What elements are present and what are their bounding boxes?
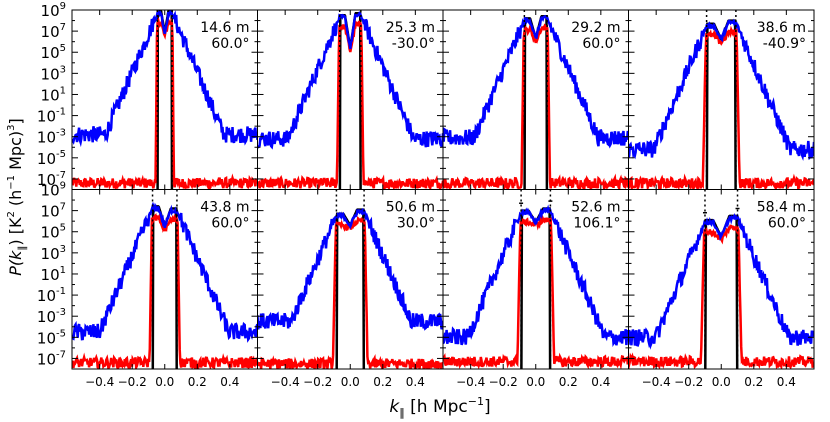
x-tick-label: 0.0 <box>526 375 545 389</box>
series-line-blue <box>72 201 258 343</box>
panel-baseline-label: 50.6 m <box>386 200 435 216</box>
panel: 43.8 m60.0° <box>71 189 258 370</box>
y-tick-labels: 10910710510310110-110-310-510-7109107105… <box>37 1 66 368</box>
x-tick-label: 0.0 <box>341 375 360 389</box>
y-tick-label: 10-1 <box>37 286 66 305</box>
y-tick-label: 101 <box>41 265 66 284</box>
panel-plot-area <box>72 10 258 190</box>
panel-plot-area <box>443 189 629 369</box>
x-tick-label: 0.0 <box>712 375 731 389</box>
panel-baseline-label: 43.8 m <box>200 200 249 216</box>
series-line-red <box>443 22 629 190</box>
panel-plot-area <box>443 10 629 190</box>
series-line-red <box>257 215 443 369</box>
panel: 25.3 m-30.0° <box>257 9 444 190</box>
series-line-red <box>628 224 814 369</box>
x-tick-label: 0.4 <box>777 375 796 389</box>
panel-grid: 14.6 m60.0°25.3 m-30.0°29.2 m60.0°38.6 m… <box>71 9 815 370</box>
x-tick-label: 0.4 <box>406 375 425 389</box>
series-line-blue <box>443 14 629 149</box>
x-tick-label: −0.4 <box>271 375 300 389</box>
x-tick-label: 0.2 <box>373 375 392 389</box>
panel-plot-area <box>257 10 443 190</box>
y-tick-label: 10-7 <box>37 349 66 368</box>
panel-plot-area <box>628 189 814 369</box>
panel-baseline-label: 58.4 m <box>757 200 806 216</box>
series-line-black <box>335 208 366 369</box>
series-line-black <box>705 19 737 190</box>
x-axis-label: k‖ [h Mpc−1] <box>389 395 490 419</box>
panel-baseline-label: 25.3 m <box>386 20 435 36</box>
panel: 58.4 m60.0° <box>628 189 815 370</box>
panel-angle-label: -30.0° <box>392 36 435 52</box>
y-tick-label: 10-3 <box>37 128 66 147</box>
series-line-black <box>520 207 552 369</box>
x-tick-label: 0.2 <box>744 375 763 389</box>
panel-angle-label: 60.0° <box>768 216 806 232</box>
panel-plot-area <box>628 10 814 190</box>
y-tick-label: 101 <box>41 85 66 104</box>
panel-baseline-label: 38.6 m <box>757 20 806 36</box>
x-tick-label: 0.4 <box>591 375 610 389</box>
y-tick-label: 103 <box>41 244 66 263</box>
x-tick-label: −0.2 <box>303 375 332 389</box>
panel: 38.6 m-40.9° <box>628 9 815 190</box>
series-line-red <box>443 214 629 369</box>
series-line-red <box>72 17 258 190</box>
x-tick-label: −0.4 <box>85 375 114 389</box>
y-tick-label: 109 <box>41 1 66 20</box>
series-line-red <box>72 213 258 369</box>
series-line-blue <box>628 18 814 161</box>
y-tick-label: 105 <box>41 223 66 242</box>
series-line-blue <box>628 213 814 350</box>
y-tick-label: 105 <box>41 43 66 62</box>
series-line-red <box>257 19 443 190</box>
x-tick-label: −0.2 <box>489 375 518 389</box>
series-line-black <box>338 11 362 190</box>
panel-angle-label: 60.0° <box>582 36 620 52</box>
y-tick-label: 109 <box>41 181 66 200</box>
panel-angle-label: 30.0° <box>397 216 435 232</box>
x-tick-label: −0.2 <box>118 375 147 389</box>
panel: 14.6 m60.0° <box>71 9 258 190</box>
y-tick-label: 10-5 <box>37 328 66 347</box>
panel-plot-area <box>257 189 443 369</box>
y-tick-label: 10-3 <box>37 307 66 326</box>
panel: 29.2 m60.0° <box>442 9 629 190</box>
x-tick-label: −0.4 <box>642 375 671 389</box>
series-line-blue <box>257 11 443 150</box>
y-tick-label: 10-1 <box>37 107 66 126</box>
panel-angle-label: 106.1° <box>573 216 620 232</box>
x-tick-labels: −0.4 −0.2 0.0 0.2 0.4 −0.4 −0.2 0.0 0.2 0.4 −0.4 −0… <box>85 375 796 389</box>
x-tick-label: −0.4 <box>456 375 485 389</box>
series-line-blue <box>257 208 443 331</box>
y-tick-label: 10-5 <box>37 149 66 168</box>
panel-baseline-label: 29.2 m <box>571 20 620 36</box>
x-tick-label: 0.0 <box>155 375 174 389</box>
panel: 50.6 m30.0° <box>257 189 444 370</box>
panel-baseline-label: 14.6 m <box>200 20 249 36</box>
x-tick-label: 0.2 <box>559 375 578 389</box>
y-tick-label: 107 <box>41 22 66 41</box>
panel-angle-label: -40.9° <box>763 36 806 52</box>
panel-plot-area <box>72 189 258 369</box>
x-tick-label: −0.2 <box>674 375 703 389</box>
panel-angle-label: 60.0° <box>211 216 249 232</box>
y-tick-label: 103 <box>41 64 66 83</box>
series-line-blue <box>72 10 258 148</box>
y-tick-label: 107 <box>41 202 66 221</box>
series-line-red <box>628 25 814 190</box>
series-line-blue <box>443 204 629 348</box>
panel-baseline-label: 52.6 m <box>571 200 620 216</box>
x-tick-label: 0.4 <box>220 375 239 389</box>
x-tick-label: 0.2 <box>188 375 207 389</box>
y-tick-label: 10-7 <box>37 170 66 189</box>
y-axis-label: P(k‖) [K2 (h−1 Mpc)3] <box>6 118 28 276</box>
panel-angle-label: 60.0° <box>211 36 249 52</box>
